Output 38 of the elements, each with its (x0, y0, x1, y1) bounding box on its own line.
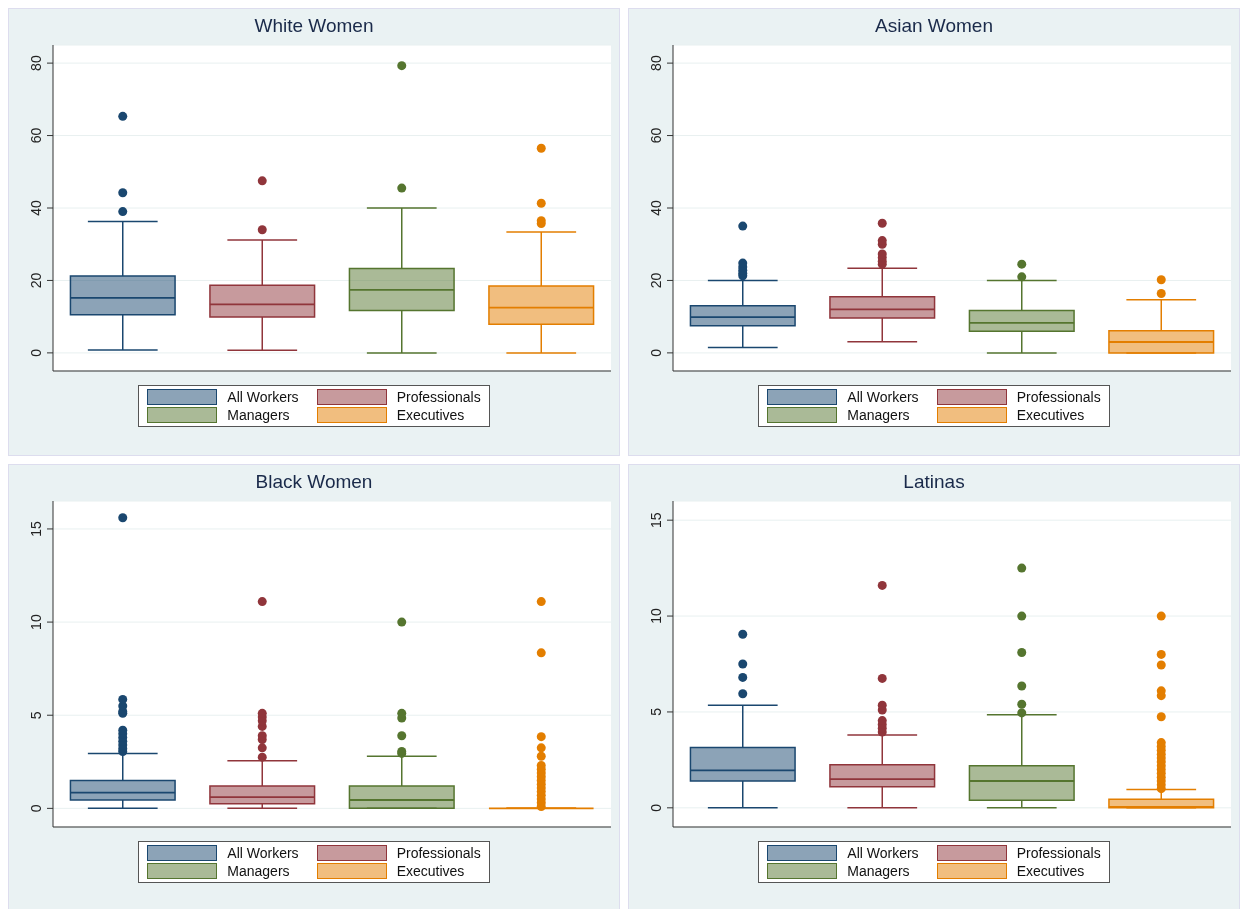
y-tick-label: 80 (28, 55, 44, 71)
y-tick-label: 5 (648, 707, 664, 716)
y-tick-label: 0 (648, 803, 664, 812)
legend-label: Professionals (1016, 845, 1101, 861)
y-tick-label: 20 (648, 272, 664, 289)
legend-label: Managers (847, 863, 910, 879)
y-tick-label: 15 (28, 520, 44, 537)
legend-label: All Workers (847, 389, 919, 405)
legend-label: All Workers (227, 389, 299, 405)
legend-label: Executives (1016, 863, 1085, 879)
chart-title: Asian Women (874, 15, 994, 38)
chart-title: White Women (253, 15, 375, 38)
y-tick-label: 0 (648, 348, 664, 357)
chart-title: Black Women (254, 471, 374, 494)
legend-label: Managers (227, 863, 290, 879)
legend-label: Professionals (396, 845, 481, 861)
y-tick-label: 15 (648, 512, 664, 528)
legend-label: All Workers (227, 845, 299, 861)
legend-label: Executives (396, 407, 465, 423)
legend-label: Executives (396, 863, 465, 879)
y-tick-label: 5 (28, 711, 44, 720)
y-tick-label: 80 (648, 55, 664, 71)
legend-label: Managers (227, 407, 290, 423)
legend-label: Managers (847, 407, 910, 423)
y-tick-label: 20 (28, 272, 44, 289)
legend-label: Professionals (1016, 389, 1101, 405)
y-tick-label: 40 (648, 200, 664, 216)
y-tick-label: 10 (28, 614, 44, 630)
y-tick-label: 0 (28, 804, 44, 813)
legend-label: All Workers (847, 845, 919, 861)
y-tick-label: 60 (28, 127, 44, 144)
y-tick-label: 0 (28, 348, 44, 357)
chart-title: Latinas (902, 471, 966, 494)
legend-label: Professionals (396, 389, 481, 405)
y-tick-label: 40 (28, 200, 44, 216)
legend-label: Executives (1016, 407, 1085, 423)
y-tick-label: 60 (648, 127, 664, 144)
y-tick-label: 10 (648, 608, 664, 624)
